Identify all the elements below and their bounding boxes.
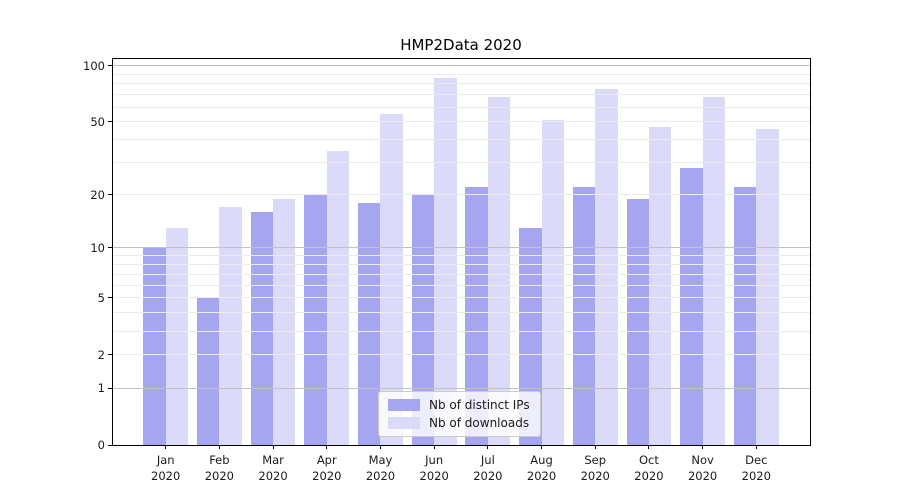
x-tick-mark xyxy=(379,445,381,449)
legend-label: Nb of downloads xyxy=(429,416,530,430)
legend-item-distinct-ips: Nb of distinct IPs xyxy=(388,398,530,412)
x-tick-mark xyxy=(648,445,650,449)
x-tick-label-jun: Jun 2020 xyxy=(419,453,449,483)
y-tick-label-100: 100 xyxy=(83,58,105,73)
x-tick-mark xyxy=(165,445,167,449)
gridline-y-20 xyxy=(112,194,810,196)
gridline-y-50 xyxy=(112,121,810,123)
bar-distinct-ips-dec xyxy=(733,187,757,445)
bar-downloads-jan xyxy=(165,228,189,445)
gridline-y-6 xyxy=(112,284,810,286)
gridline-y-90 xyxy=(112,73,810,75)
y-tick-label-20: 20 xyxy=(90,187,105,202)
gridline-y-8 xyxy=(112,263,810,265)
bar-distinct-ips-apr xyxy=(304,194,327,445)
bar-distinct-ips-aug xyxy=(519,228,542,445)
bar-distinct-ips-sep xyxy=(572,187,596,445)
y-tick-mark xyxy=(108,387,112,389)
y-tick-label-2: 2 xyxy=(97,347,105,362)
x-tick-mark xyxy=(433,445,435,449)
chart-title: HMP2Data 2020 xyxy=(400,36,522,54)
bar-downloads-jun xyxy=(434,78,457,445)
y-tick-label-0: 0 xyxy=(97,438,105,452)
gridline-y-40 xyxy=(112,139,810,141)
bar-distinct-ips-nov xyxy=(680,168,703,445)
legend-swatch xyxy=(388,417,420,429)
y-tick-label-10: 10 xyxy=(90,240,105,255)
bar-downloads-oct xyxy=(648,126,672,445)
bar-downloads-nov xyxy=(702,97,726,445)
x-tick-label-feb: Feb 2020 xyxy=(204,453,235,483)
bar-downloads-jul xyxy=(487,97,511,445)
y-tick-mark xyxy=(108,65,112,67)
x-tick-label-oct: Oct 2020 xyxy=(634,453,664,483)
x-tick-label-jul: Jul 2020 xyxy=(473,453,503,483)
gridline-y-2 xyxy=(112,354,810,356)
x-tick-mark xyxy=(594,445,596,449)
x-tick-mark xyxy=(487,445,489,449)
gridline-y-60 xyxy=(112,106,810,108)
y-tick-label-50: 50 xyxy=(90,114,105,129)
y-tick-mark xyxy=(108,194,112,196)
bar-downloads-may xyxy=(380,114,403,445)
y-tick-label-1: 1 xyxy=(97,381,105,396)
gridline-y-70 xyxy=(112,94,810,96)
bar-distinct-ips-jan xyxy=(143,247,166,445)
gridline-y-1 xyxy=(112,387,810,389)
bar-downloads-aug xyxy=(541,120,564,445)
bar-distinct-ips-feb xyxy=(196,297,220,445)
bar-downloads-sep xyxy=(595,89,618,445)
x-tick-mark xyxy=(272,445,274,449)
x-tick-label-may: May 2020 xyxy=(365,453,396,483)
x-tick-label-apr: Apr 2020 xyxy=(312,453,342,483)
x-tick-mark xyxy=(702,445,704,449)
x-tick-label-mar: Mar 2020 xyxy=(258,453,288,483)
x-tick-label-jan: Jan 2020 xyxy=(151,453,181,483)
x-tick-mark xyxy=(326,445,328,449)
gridline-y-10 xyxy=(112,247,810,249)
gridline-y-4 xyxy=(112,312,810,314)
y-tick-mark xyxy=(108,297,112,299)
x-tick-mark xyxy=(755,445,757,449)
x-tick-label-nov: Nov 2020 xyxy=(687,453,718,483)
y-tick-mark xyxy=(108,247,112,249)
gridline-y-7 xyxy=(112,273,810,275)
y-tick-mark xyxy=(108,444,112,446)
bar-distinct-ips-oct xyxy=(626,198,649,445)
bar-distinct-ips-mar xyxy=(250,212,274,445)
gridline-y-9 xyxy=(112,255,810,257)
x-tick-label-dec: Dec 2020 xyxy=(741,453,771,483)
bar-distinct-ips-jul xyxy=(465,187,488,445)
bar-downloads-dec xyxy=(756,128,779,445)
legend: Nb of distinct IPs Nb of downloads xyxy=(378,391,541,437)
bar-distinct-ips-jun xyxy=(411,194,435,445)
gridline-y-30 xyxy=(112,162,810,164)
bar-downloads-mar xyxy=(273,198,296,445)
gridline-y-100 xyxy=(112,65,810,67)
x-tick-mark xyxy=(541,445,543,449)
legend-swatch xyxy=(388,399,420,411)
y-tick-mark xyxy=(108,354,112,356)
gridline-y-80 xyxy=(112,83,810,85)
y-tick-label-5: 5 xyxy=(97,290,105,305)
plot-area-border xyxy=(112,58,811,446)
x-tick-label-aug: Aug 2020 xyxy=(526,453,557,483)
gridline-y-5 xyxy=(112,297,810,299)
legend-item-downloads: Nb of downloads xyxy=(388,416,530,430)
x-tick-label-sep: Sep 2020 xyxy=(580,453,610,483)
gridline-y-3 xyxy=(112,330,810,332)
y-tick-mark xyxy=(108,121,112,123)
bar-downloads-feb xyxy=(219,207,242,445)
legend-label: Nb of distinct IPs xyxy=(429,398,530,412)
bar-distinct-ips-may xyxy=(358,203,381,445)
x-tick-mark xyxy=(218,445,220,449)
